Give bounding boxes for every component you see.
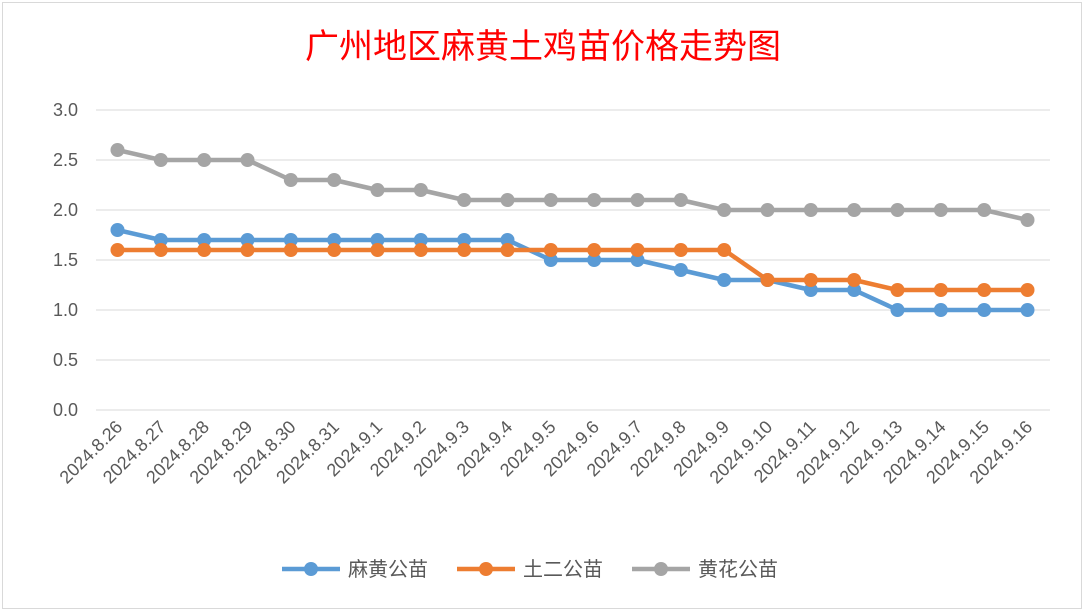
data-point bbox=[197, 153, 212, 167]
data-point bbox=[457, 233, 472, 247]
data-point bbox=[283, 243, 298, 257]
data-point bbox=[413, 183, 428, 197]
y-tick-label: 3.0 bbox=[53, 100, 78, 120]
data-point bbox=[500, 243, 515, 257]
data-point bbox=[110, 243, 125, 257]
data-point bbox=[457, 243, 472, 257]
gridlines bbox=[96, 109, 1050, 411]
data-point bbox=[587, 193, 602, 207]
data-point bbox=[933, 303, 948, 317]
data-point bbox=[543, 243, 558, 257]
data-point bbox=[890, 283, 905, 297]
data-point bbox=[630, 243, 645, 257]
data-point bbox=[240, 233, 255, 247]
data-point bbox=[1020, 303, 1035, 317]
data-point bbox=[977, 283, 992, 297]
data-point bbox=[977, 303, 992, 317]
data-point bbox=[933, 203, 948, 217]
data-point bbox=[717, 203, 732, 217]
data-point bbox=[283, 173, 298, 187]
data-point bbox=[327, 233, 342, 247]
legend-label: 黄花公苗 bbox=[698, 557, 778, 581]
legend-item: 土二公苗 bbox=[457, 557, 603, 581]
series-3 bbox=[110, 143, 1035, 227]
data-point bbox=[933, 283, 948, 297]
y-tick-label: 1.0 bbox=[53, 300, 78, 320]
legend: 麻黄公苗 土二公苗 黄花公苗 bbox=[282, 557, 778, 581]
legend-marker bbox=[654, 562, 668, 576]
data-point bbox=[197, 233, 212, 247]
legend-label: 土二公苗 bbox=[523, 557, 603, 581]
data-point bbox=[847, 203, 862, 217]
y-axis-ticks: 0.0 0.5 1.0 1.5 2.0 2.5 3.0 bbox=[53, 100, 78, 420]
data-point bbox=[197, 243, 212, 257]
data-point bbox=[847, 273, 862, 287]
data-point bbox=[630, 253, 645, 267]
data-point bbox=[977, 203, 992, 217]
legend-marker bbox=[479, 562, 493, 576]
x-axis-ticks: 2024.8.262024.8.272024.8.282024.8.292024… bbox=[56, 417, 1037, 488]
data-point bbox=[1020, 283, 1035, 297]
chart-title: 广州地区麻黄土鸡苗价格走势图 bbox=[305, 27, 781, 67]
data-point bbox=[500, 233, 515, 247]
series-2 bbox=[110, 243, 1035, 297]
data-point bbox=[803, 273, 818, 287]
data-point bbox=[717, 273, 732, 287]
data-point bbox=[327, 173, 342, 187]
data-point bbox=[890, 303, 905, 317]
data-point bbox=[543, 193, 558, 207]
legend-item: 麻黄公苗 bbox=[282, 557, 428, 581]
data-point bbox=[673, 263, 688, 277]
data-point bbox=[457, 193, 472, 207]
data-point bbox=[543, 253, 558, 267]
data-point bbox=[890, 203, 905, 217]
data-point bbox=[587, 253, 602, 267]
y-tick-label: 0.5 bbox=[53, 350, 78, 370]
data-point bbox=[673, 193, 688, 207]
series-1 bbox=[110, 223, 1035, 317]
data-point bbox=[413, 243, 428, 257]
series-line bbox=[117, 247, 1028, 293]
y-tick-label: 0.0 bbox=[53, 400, 78, 420]
y-tick-label: 1.5 bbox=[53, 250, 78, 270]
legend-label: 麻黄公苗 bbox=[348, 557, 428, 581]
y-tick-label: 2.0 bbox=[53, 200, 78, 220]
data-point bbox=[847, 283, 862, 297]
data-point bbox=[500, 193, 515, 207]
data-point bbox=[803, 283, 818, 297]
data-point bbox=[370, 233, 385, 247]
data-point bbox=[673, 243, 688, 257]
data-point bbox=[327, 243, 342, 257]
data-point bbox=[413, 233, 428, 247]
data-point bbox=[153, 243, 168, 257]
data-point bbox=[240, 243, 255, 257]
series-line bbox=[116, 147, 1029, 223]
legend-marker bbox=[304, 562, 318, 576]
series-line bbox=[116, 227, 1028, 313]
data-point bbox=[760, 203, 775, 217]
data-point bbox=[370, 243, 385, 257]
series-lines bbox=[110, 143, 1035, 317]
data-point bbox=[153, 233, 168, 247]
data-point bbox=[110, 223, 125, 237]
data-point bbox=[760, 273, 775, 287]
data-point bbox=[1020, 213, 1035, 227]
data-point bbox=[587, 243, 602, 257]
data-point bbox=[153, 153, 168, 167]
data-point bbox=[717, 243, 732, 257]
y-tick-label: 2.5 bbox=[53, 150, 78, 170]
data-point bbox=[370, 183, 385, 197]
legend-item: 黄花公苗 bbox=[632, 557, 778, 581]
data-point bbox=[240, 153, 255, 167]
data-point bbox=[630, 193, 645, 207]
data-point bbox=[803, 203, 818, 217]
data-point bbox=[110, 143, 125, 157]
data-point bbox=[283, 233, 298, 247]
